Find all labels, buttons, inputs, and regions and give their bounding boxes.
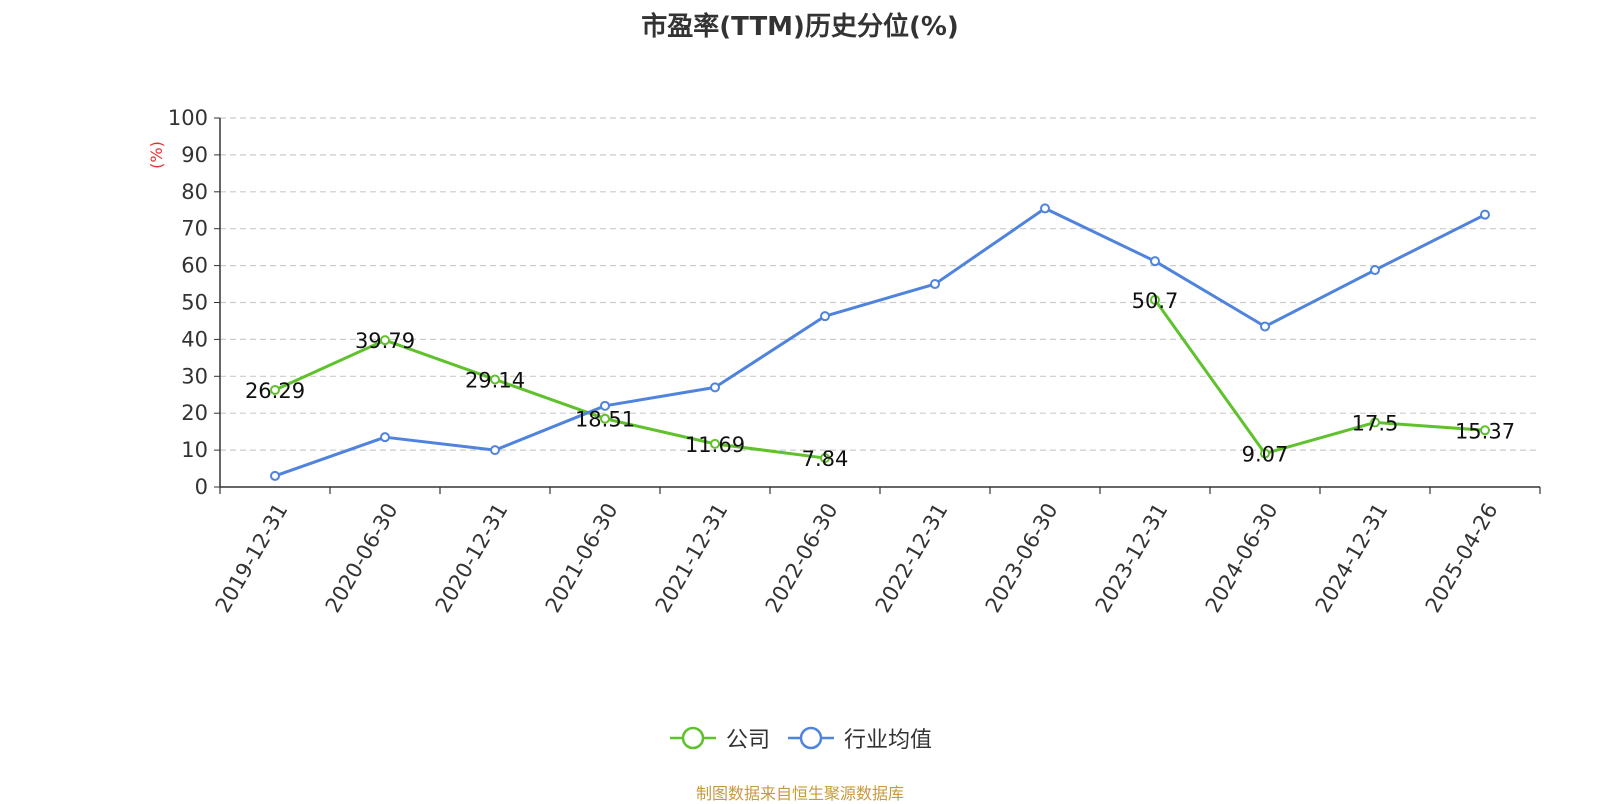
data-point: [1370, 417, 1380, 428]
y-tick-label: 60: [181, 254, 208, 278]
data-label: 17.5: [1352, 411, 1399, 435]
data-label: 18.51: [575, 408, 635, 432]
x-tick-label: 2020-06-30: [321, 499, 403, 617]
x-tick-label: 2022-06-30: [761, 499, 843, 617]
series-lines: [270, 203, 1490, 481]
series-line-1: [274, 206, 1486, 478]
y-tick-label: 90: [181, 143, 208, 167]
data-label: 11.69: [685, 433, 745, 457]
legend-item-1[interactable]: 行业均值: [786, 722, 932, 754]
data-label: 29.14: [465, 368, 525, 392]
y-tick-label: 0: [195, 475, 208, 499]
legend-circle: [681, 726, 705, 750]
x-tick-label: 2024-06-30: [1201, 499, 1283, 617]
x-tick-label: 2023-06-30: [981, 499, 1063, 617]
y-tick-label: 50: [181, 291, 208, 315]
data-point: [600, 400, 610, 411]
data-label: 39.79: [355, 329, 415, 353]
legend-item-0[interactable]: 公司: [668, 722, 770, 754]
axes: 0 10 20 30 40 50 60 70 80 90 100(%) 2019-12-31 2020-…: [147, 106, 1541, 617]
data-label: 9.07: [1242, 443, 1289, 467]
series-line-0: [1153, 299, 1486, 456]
x-tick-label: 2020-12-31: [431, 499, 513, 617]
data-point: [1040, 203, 1050, 214]
x-tick-label: 2021-06-30: [541, 499, 623, 617]
x-tick-label: 2025-04-26: [1421, 499, 1503, 617]
data-point: [1260, 321, 1270, 332]
data-point: [710, 438, 720, 449]
data-point: [1150, 294, 1160, 305]
data-point: [930, 279, 940, 290]
y-tick-label: 40: [181, 327, 208, 351]
x-tick-label: 2022-12-31: [871, 499, 953, 617]
y-tick-label: 10: [181, 438, 208, 462]
x-tick-label: 2021-12-31: [651, 499, 733, 617]
y-tick-label: 70: [181, 217, 208, 241]
legend-label: 公司: [725, 728, 770, 753]
y-axis-label: (%): [147, 141, 166, 169]
x-tick-label: 2024-12-31: [1311, 499, 1393, 617]
data-point: [1370, 265, 1380, 276]
y-tick-label: 80: [181, 180, 208, 204]
data-label: 26.29: [245, 379, 305, 403]
data-point: [600, 413, 610, 424]
legend-label: 行业均值: [844, 728, 933, 753]
y-tick-label: 100: [168, 106, 208, 130]
data-label: 7.84: [802, 447, 849, 471]
data-label: 50.7: [1132, 289, 1179, 313]
data-point: [820, 453, 830, 464]
data-point: [270, 384, 280, 395]
y-tick-label: 20: [181, 401, 208, 425]
chart-title: 市盈率(TTM)历史分位(%): [641, 12, 959, 42]
data-point: [820, 311, 830, 322]
data-point: [710, 382, 720, 393]
legend-marker-icon: [788, 726, 834, 750]
data-point: [380, 432, 390, 443]
data-label: 15.37: [1455, 419, 1515, 443]
data-point: [1260, 448, 1270, 459]
grid-lines: [220, 117, 1540, 451]
legend-marker-icon: [669, 726, 716, 750]
data-point: [490, 445, 500, 456]
data-point: [270, 470, 280, 481]
source-note: 制图数据来自恒生聚源数据库: [695, 784, 904, 803]
data-labels: 26.29 39.79 29.14 18.51 11.69 7.84 50.7 9.07 17.…: [245, 289, 1515, 471]
series-line-0: [274, 338, 826, 460]
x-tick-label: 2019-12-31: [211, 499, 293, 617]
data-point: [380, 335, 390, 346]
data-point: [1480, 425, 1490, 436]
data-point: [1480, 209, 1490, 220]
y-tick-label: 30: [181, 364, 208, 388]
data-point: [1150, 256, 1160, 267]
legend-circle: [799, 726, 823, 750]
data-point: [490, 374, 500, 385]
x-tick-label: 2023-12-31: [1091, 499, 1173, 617]
legend: 公司 行业均值: [0, 722, 1600, 754]
